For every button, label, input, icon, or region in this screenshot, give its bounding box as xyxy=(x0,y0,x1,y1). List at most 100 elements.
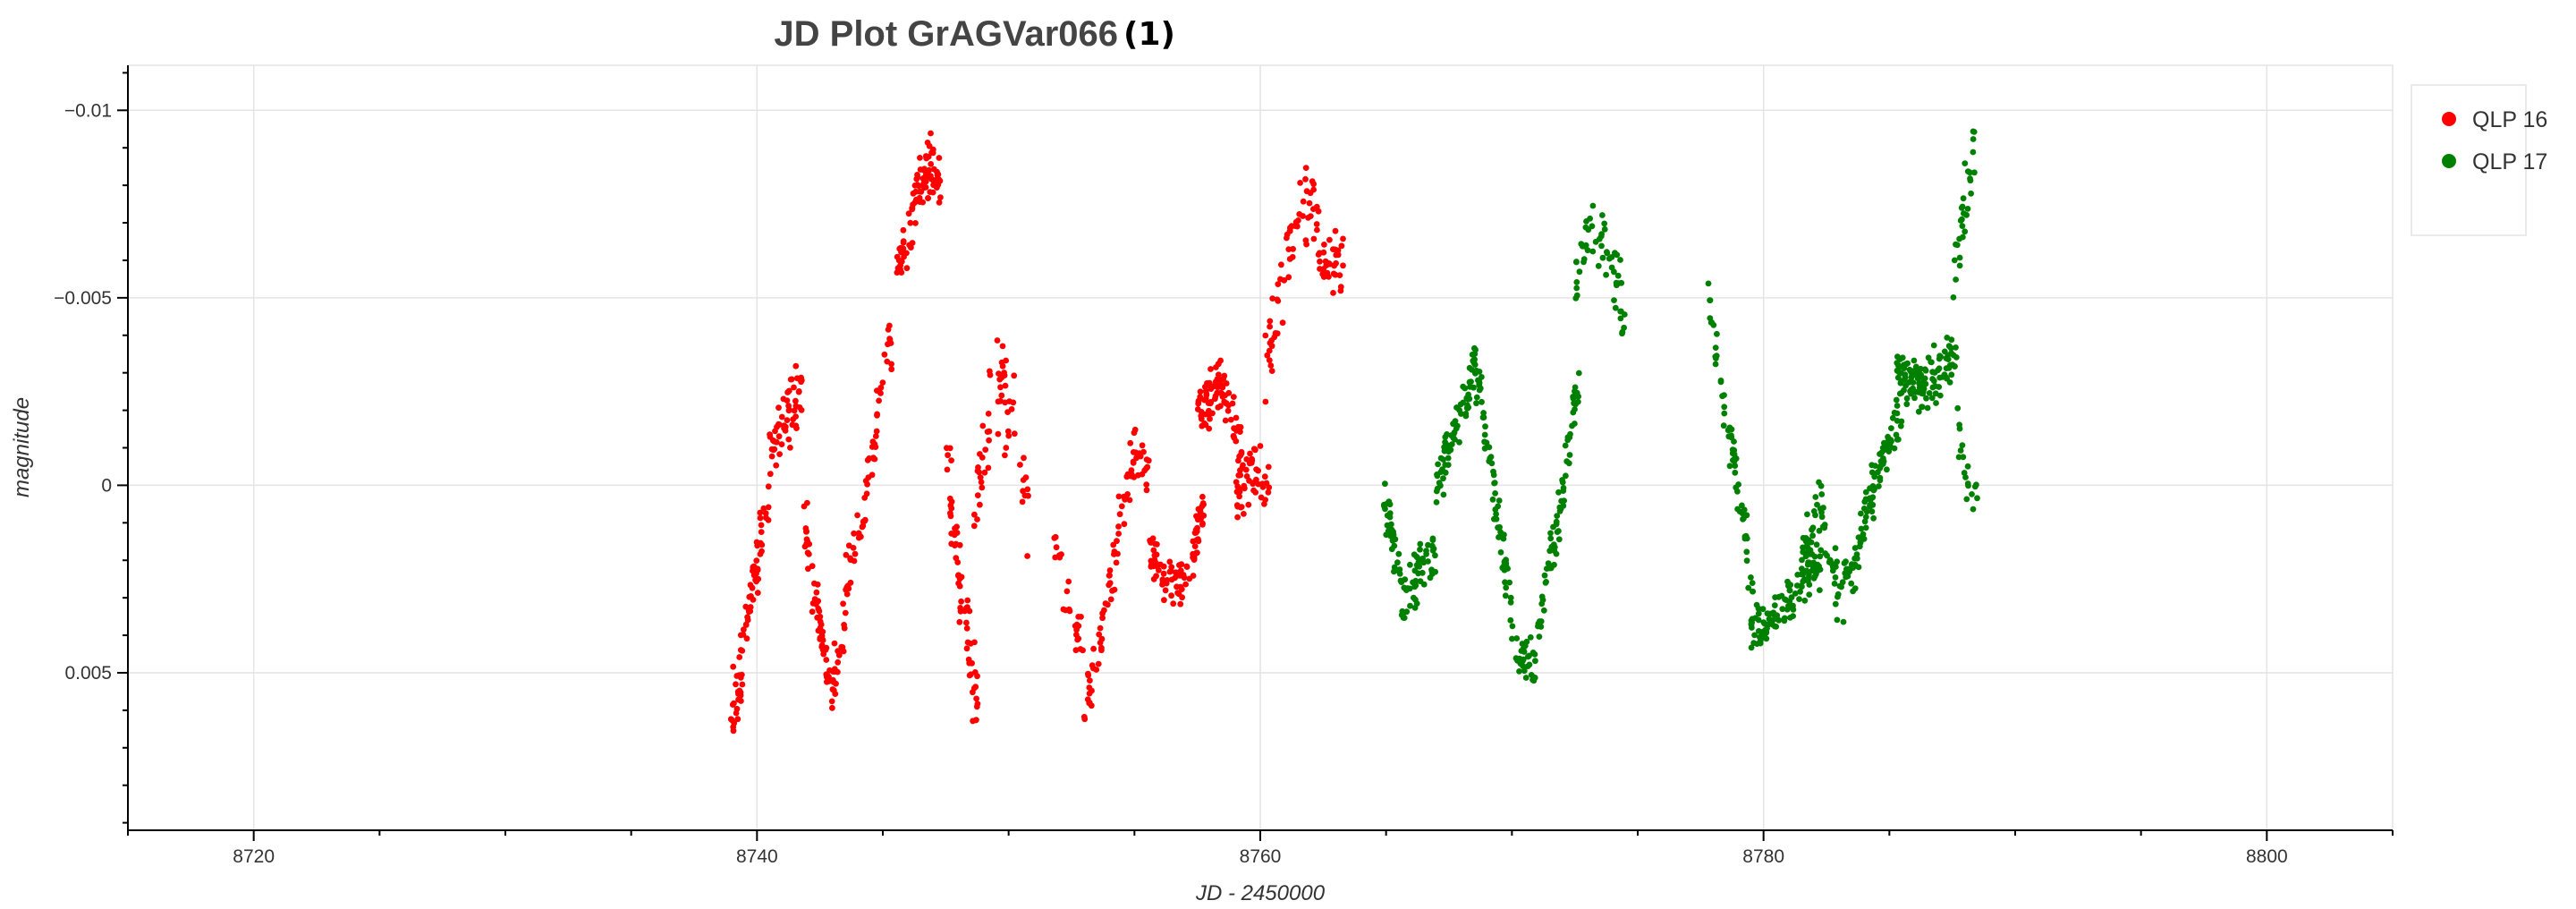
data-point xyxy=(775,404,782,412)
data-point xyxy=(1473,400,1479,407)
data-point xyxy=(1472,370,1479,377)
data-point xyxy=(1190,554,1196,561)
data-point xyxy=(1960,454,1967,461)
data-point xyxy=(1875,469,1881,476)
data-point xyxy=(1407,561,1413,568)
data-point xyxy=(1906,366,1913,373)
data-point xyxy=(1391,564,1398,571)
data-point xyxy=(1203,392,1210,398)
data-point xyxy=(1729,450,1736,457)
data-point xyxy=(1563,472,1569,480)
data-point xyxy=(1300,198,1307,205)
data-point xyxy=(1758,637,1764,644)
data-point xyxy=(1212,395,1218,403)
data-point xyxy=(1794,572,1801,578)
data-point xyxy=(787,445,793,451)
y-tick-label: −0.01 xyxy=(64,100,112,121)
data-point xyxy=(1877,477,1884,484)
data-point xyxy=(1877,451,1883,457)
data-point xyxy=(1160,563,1167,570)
data-point xyxy=(1574,398,1581,405)
data-point xyxy=(1151,556,1158,564)
data-point xyxy=(1933,400,1939,406)
data-point xyxy=(919,199,926,206)
data-point xyxy=(998,374,1005,381)
data-point xyxy=(1141,467,1148,474)
x-axis-label: JD - 2450000 xyxy=(1195,881,1326,905)
data-point xyxy=(1174,583,1180,590)
data-point xyxy=(1881,439,1887,446)
data-point xyxy=(1476,387,1483,394)
data-point xyxy=(1619,330,1625,337)
data-point xyxy=(1434,472,1441,480)
data-point xyxy=(1482,423,1488,430)
data-point xyxy=(971,511,978,518)
data-point xyxy=(852,550,859,557)
data-point xyxy=(909,240,916,246)
data-point xyxy=(973,695,979,702)
data-point xyxy=(1073,632,1080,638)
data-point xyxy=(957,605,963,611)
data-point xyxy=(1272,330,1279,336)
data-point xyxy=(929,149,936,156)
data-point xyxy=(1440,475,1446,482)
data-point xyxy=(994,337,1001,344)
data-point xyxy=(1538,624,1545,630)
data-point xyxy=(1320,266,1326,273)
data-point xyxy=(1011,430,1018,438)
data-point xyxy=(1526,661,1533,668)
data-point xyxy=(1507,594,1514,601)
data-point xyxy=(985,411,992,417)
data-point xyxy=(1721,410,1728,417)
data-point xyxy=(1230,394,1237,400)
data-point xyxy=(1089,687,1095,694)
data-point xyxy=(1885,448,1893,454)
data-point xyxy=(753,557,760,564)
data-point xyxy=(1386,501,1394,508)
data-point xyxy=(998,359,1005,366)
x-tick-label: 8760 xyxy=(1240,846,1282,867)
data-point xyxy=(1915,408,1922,415)
data-point xyxy=(1779,606,1786,613)
data-point xyxy=(944,466,951,473)
data-point xyxy=(1235,457,1241,464)
data-point xyxy=(1296,211,1303,217)
data-point xyxy=(1575,393,1581,400)
data-point xyxy=(1963,211,1970,218)
data-point xyxy=(765,517,772,523)
data-point xyxy=(1411,583,1419,590)
data-point xyxy=(981,469,988,476)
data-point xyxy=(1264,352,1271,359)
data-point xyxy=(1101,607,1107,614)
data-point xyxy=(935,182,942,188)
data-point xyxy=(1019,498,1026,505)
data-point xyxy=(1440,456,1446,463)
data-point xyxy=(1894,353,1901,361)
data-point xyxy=(1928,395,1936,402)
data-point xyxy=(1441,447,1448,454)
data-point xyxy=(1340,235,1346,242)
data-point xyxy=(1338,242,1345,250)
data-point xyxy=(1098,635,1106,642)
data-point xyxy=(1326,273,1332,280)
data-point xyxy=(905,210,912,217)
data-point xyxy=(1207,415,1213,422)
data-point xyxy=(1230,433,1237,439)
data-point xyxy=(1419,555,1426,562)
data-point xyxy=(1962,160,1969,167)
data-point xyxy=(1332,246,1339,253)
data-point xyxy=(1901,365,1908,371)
data-point xyxy=(1411,567,1419,574)
data-point xyxy=(1159,582,1165,588)
data-point xyxy=(1518,648,1525,654)
data-point xyxy=(894,253,901,260)
data-point xyxy=(1575,370,1582,377)
data-point xyxy=(1937,353,1945,361)
data-point xyxy=(1194,524,1200,531)
data-point xyxy=(1960,234,1966,241)
data-point xyxy=(1714,330,1720,337)
data-point xyxy=(1290,245,1296,252)
data-point xyxy=(1207,400,1214,407)
data-point xyxy=(1456,407,1462,413)
data-point xyxy=(753,576,759,582)
